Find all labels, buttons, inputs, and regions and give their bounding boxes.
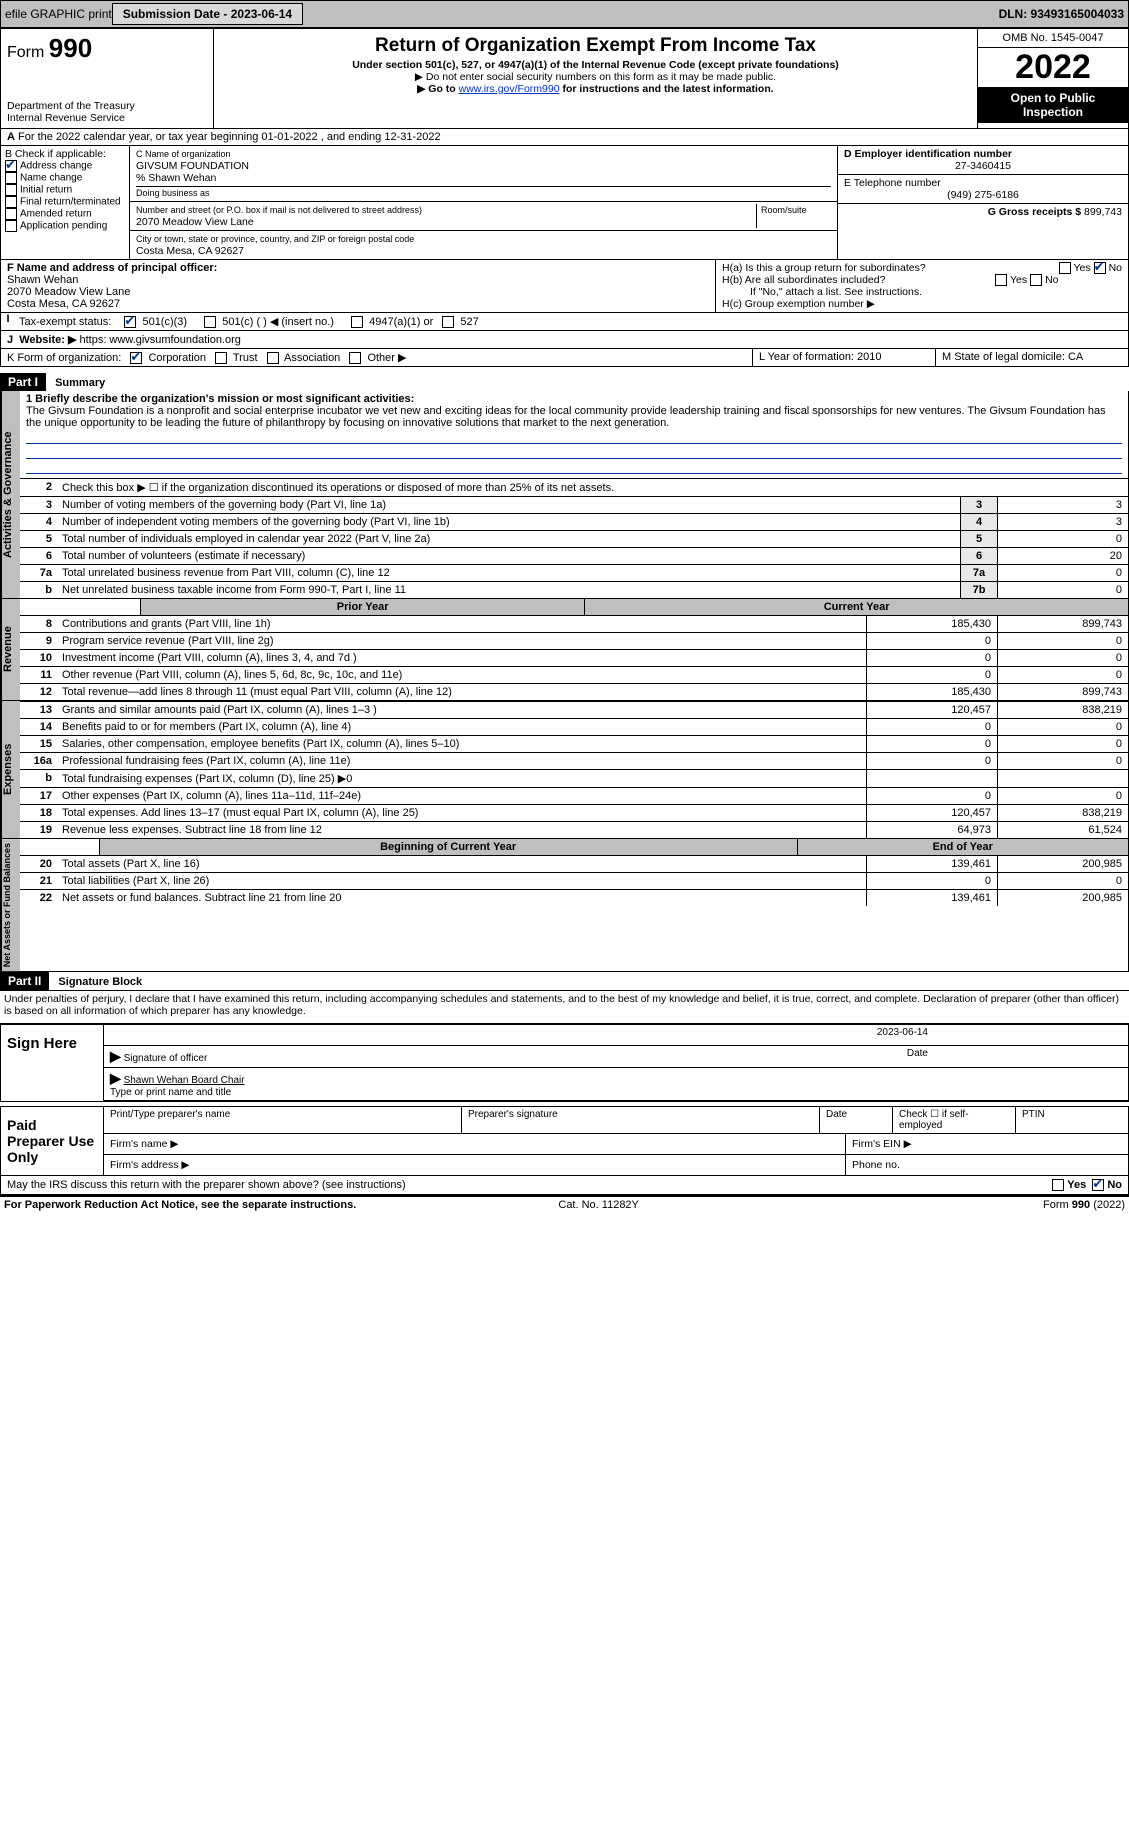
box-H: H(a) Is this a group return for subordin… (716, 260, 1128, 312)
officer-print-name: Shawn Wehan Board Chair (124, 1075, 245, 1086)
initial-return-checkbox[interactable] (5, 184, 17, 196)
perjury-declaration: Under penalties of perjury, I declare th… (0, 990, 1129, 1019)
city-state-zip: Costa Mesa, CA 92627 (136, 245, 244, 257)
ssn-warning: ▶ Do not enter social security numbers o… (220, 71, 971, 83)
website-value: https: www.givsumfoundation.org (79, 334, 240, 346)
sign-here-label: Sign Here (1, 1025, 104, 1101)
application-pending-checkbox[interactable] (5, 220, 17, 232)
tab-expenses: Expenses (1, 701, 20, 838)
mission-text: The Givsum Foundation is a nonprofit and… (26, 405, 1106, 429)
officer-name: Shawn Wehan (7, 274, 78, 286)
gross-receipts-value: 899,743 (1084, 206, 1122, 218)
tax-exempt-status: Tax-exempt status: 501(c)(3) 501(c) ( ) … (15, 313, 1128, 330)
top-bar: efile GRAPHIC print Submission Date - 20… (0, 0, 1129, 28)
paid-preparer-label: Paid Preparer Use Only (1, 1107, 104, 1175)
form-title: Return of Organization Exempt From Incom… (220, 35, 971, 57)
phone-value: (949) 275-6186 (844, 189, 1122, 201)
form-footer: Form 990 (2022) (1043, 1199, 1125, 1211)
tax-year: 2022 (978, 48, 1128, 87)
efile-label: efile GRAPHIC print (5, 7, 112, 21)
omb-number: OMB No. 1545-0047 (978, 29, 1128, 48)
form-990-label: Form 990 (7, 33, 207, 64)
submission-date-button[interactable]: Submission Date - 2023-06-14 (112, 3, 303, 25)
year-formation: L Year of formation: 2010 (752, 349, 935, 366)
address-change-checkbox[interactable] (5, 160, 17, 172)
phone-label: E Telephone number (844, 177, 941, 189)
final-return-checkbox[interactable] (5, 196, 17, 208)
tab-net-assets: Net Assets or Fund Balances (1, 839, 20, 971)
form-of-org: K Form of organization: Corporation Trus… (1, 349, 752, 366)
goto-line: ▶ Go to www.irs.gov/Form990 for instruct… (220, 83, 971, 95)
open-inspection: Open to Public Inspection (978, 87, 1128, 123)
gross-receipts-label: G Gross receipts $ (988, 206, 1081, 218)
dln-label: DLN: 93493165004033 (999, 7, 1124, 21)
street-address: 2070 Meadow View Lane (136, 216, 254, 228)
tab-revenue: Revenue (1, 599, 20, 700)
name-change-checkbox[interactable] (5, 172, 17, 184)
part-i-bar: Part I (0, 373, 46, 391)
ein-value: 27-3460415 (844, 160, 1122, 172)
tab-activities-governance: Activities & Governance (1, 391, 20, 598)
care-of: % Shawn Wehan (136, 172, 216, 184)
pra-notice: For Paperwork Reduction Act Notice, see … (4, 1199, 356, 1211)
line-A: A For the 2022 calendar year, or tax yea… (0, 129, 1129, 146)
sign-date: 2023-06-14 (877, 1027, 928, 1038)
box-B: B Check if applicable: Address change Na… (1, 146, 130, 259)
discuss-line: May the IRS discuss this return with the… (0, 1176, 1129, 1195)
state-domicile: M State of legal domicile: CA (935, 349, 1128, 366)
treasury-label: Department of the TreasuryInternal Reven… (7, 100, 207, 124)
part-ii-bar: Part II (0, 972, 49, 990)
irs-link[interactable]: www.irs.gov/Form990 (459, 83, 560, 95)
amended-return-checkbox[interactable] (5, 208, 17, 220)
c-name-label: C Name of organization (136, 149, 231, 159)
officer-label: F Name and address of principal officer: (7, 262, 217, 274)
ein-label: D Employer identification number (844, 148, 1012, 160)
org-name: GIVSUM FOUNDATION (136, 160, 249, 172)
subtitle: Under section 501(c), 527, or 4947(a)(1)… (220, 59, 971, 71)
cat-no: Cat. No. 11282Y (558, 1199, 639, 1211)
